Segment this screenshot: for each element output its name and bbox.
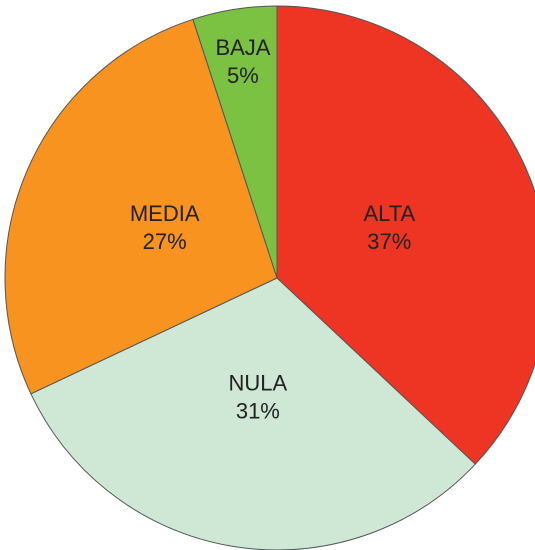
slice-label: NULA (229, 371, 288, 396)
slice-value: 31% (236, 399, 280, 424)
pie-slice (4, 18, 278, 395)
slice-label: BAJA (215, 35, 270, 60)
pie-slice (276, 5, 535, 465)
pie-slice (30, 277, 476, 550)
slice-value: 37% (367, 229, 411, 254)
slice-label: MEDIA (130, 201, 200, 226)
pie-slice (192, 5, 278, 279)
slice-label: ALTA (363, 201, 415, 226)
slice-value: 5% (227, 63, 259, 88)
slice-value: 27% (143, 229, 187, 254)
